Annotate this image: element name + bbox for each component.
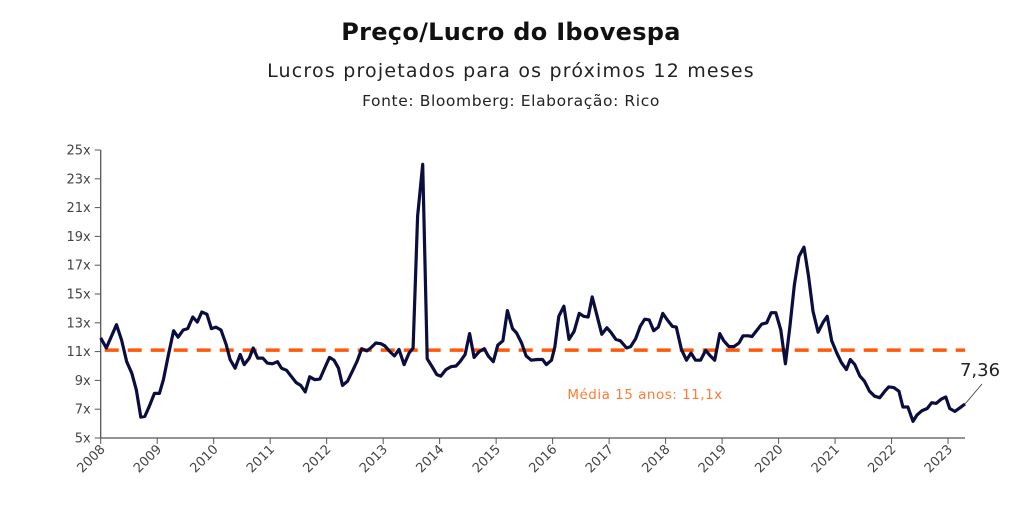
last-value-leader <box>964 383 983 405</box>
chart-source: Fonte: Bloomberg: Elaboração: Rico <box>362 92 660 110</box>
y-tick-label: 5x <box>75 432 91 447</box>
x-tick-label: 2012 <box>300 442 334 476</box>
x-tick-label: 2008 <box>75 442 109 476</box>
y-tick-label: 7x <box>75 403 91 418</box>
last-value-label: 7,36 <box>960 360 1000 381</box>
x-tick-label: 2022 <box>865 442 899 476</box>
chart-subtitle: Lucros projetados para os próximos 12 me… <box>267 60 755 82</box>
y-tick-label: 15x <box>66 288 91 303</box>
x-tick-label: 2014 <box>413 442 447 476</box>
x-tick-label: 2013 <box>357 442 391 476</box>
y-tick-label: 9x <box>75 374 91 389</box>
axes: 5x 7x 9x 11x 13x 15x 17x 19x 21x 23x 25x 2008 2009 20… <box>66 144 965 476</box>
x-tick-label: 2021 <box>809 442 843 476</box>
x-tick-label: 2016 <box>526 442 560 476</box>
y-tick-label: 17x <box>66 259 91 274</box>
labels-group: Média 15 anos: 11,1x 7,36 <box>567 360 1000 405</box>
y-tick-label: 11x <box>66 345 91 360</box>
y-tick-label: 25x <box>66 144 91 159</box>
series-group <box>99 162 966 423</box>
y-tick-label: 19x <box>66 230 91 245</box>
x-tick-label: 2020 <box>752 442 786 476</box>
x-tick-label: 2010 <box>188 442 222 476</box>
average-label: Média 15 anos: 11,1x <box>567 387 722 403</box>
x-tick-label: 2011 <box>244 442 278 476</box>
y-tick-label: 21x <box>66 201 91 216</box>
chart-title: Preço/Lucro do Ibovespa <box>341 18 681 46</box>
y-tick-label: 13x <box>66 316 91 331</box>
x-tick-label: 2019 <box>696 442 730 476</box>
x-tick-label: 2018 <box>639 442 673 476</box>
x-tick-label: 2023 <box>922 442 956 476</box>
x-tick-label: 2009 <box>131 442 165 476</box>
y-tick-label: 23x <box>66 172 91 187</box>
series-line <box>99 162 966 423</box>
x-tick-label: 2017 <box>583 442 617 476</box>
x-tick-label: 2015 <box>470 442 504 476</box>
